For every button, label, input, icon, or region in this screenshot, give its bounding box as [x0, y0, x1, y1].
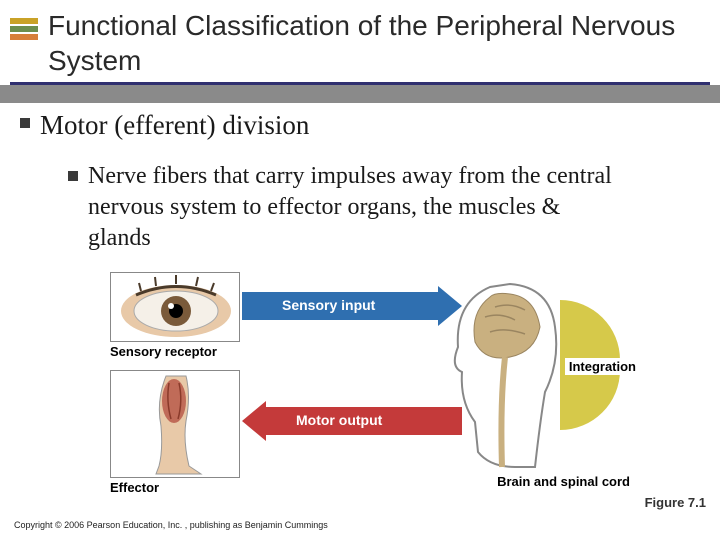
sensory-receptor-label: Sensory receptor: [110, 344, 217, 359]
brain-cord-label: Brain and spinal cord: [497, 474, 630, 489]
copyright-notice: Copyright © 2006 Pearson Education, Inc.…: [14, 520, 328, 530]
arrow-head-icon: [242, 401, 266, 441]
integration-label: Integration: [565, 358, 640, 375]
content-area: Motor (efferent) division Nerve fibers t…: [20, 108, 700, 273]
accent-bars: [10, 18, 38, 42]
nervous-system-diagram: Sensory receptor Effector Brain and spin…: [100, 272, 620, 492]
eye-panel: [110, 272, 240, 342]
grey-band: [0, 85, 720, 103]
title-region: Functional Classification of the Periphe…: [0, 0, 720, 88]
bullet-level-2: Nerve fibers that carry impulses away fr…: [68, 161, 700, 255]
sensory-arrow-label: Sensory input: [282, 297, 375, 313]
leg-panel: [110, 370, 240, 478]
eye-icon: [111, 273, 241, 343]
motor-arrow-label: Motor output: [296, 412, 382, 428]
bullet-level-1: Motor (efferent) division: [20, 108, 700, 143]
accent-bar-1: [10, 18, 38, 24]
accent-bar-2: [10, 26, 38, 32]
bullet-text-2: Nerve fibers that carry impulses away fr…: [88, 161, 628, 255]
effector-label: Effector: [110, 480, 159, 495]
sensory-arrow: Sensory input: [242, 292, 462, 320]
bullet-text-1: Motor (efferent) division: [40, 108, 309, 143]
motor-arrow: Motor output: [242, 407, 462, 435]
arrow-head-icon: [438, 286, 462, 326]
figure-reference: Figure 7.1: [645, 495, 706, 510]
bullet-marker: [20, 118, 30, 128]
bullet-marker: [68, 171, 78, 181]
accent-bar-3: [10, 34, 38, 40]
leg-icon: [111, 371, 241, 479]
slide-title: Functional Classification of the Periphe…: [48, 8, 708, 78]
